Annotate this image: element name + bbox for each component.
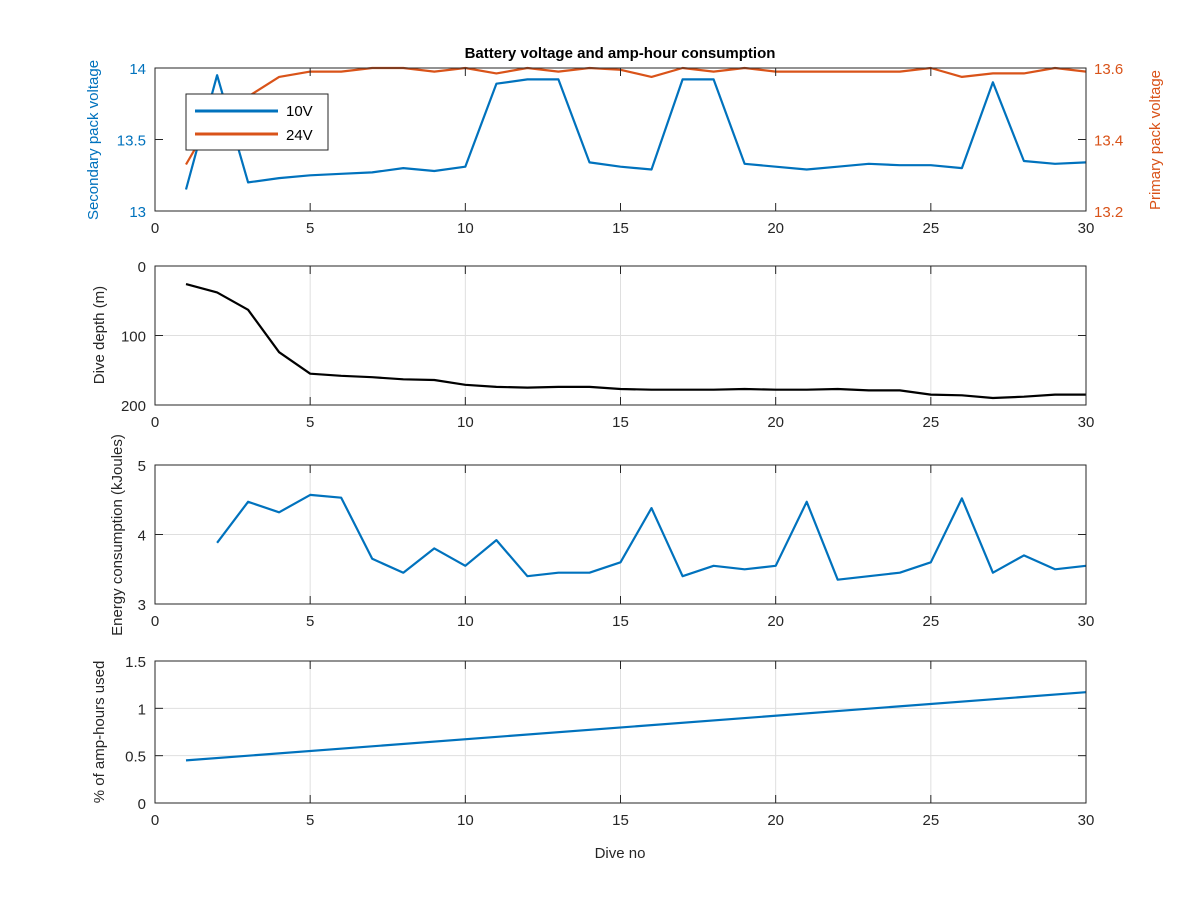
- depth-y-tick-label: 200: [121, 398, 146, 415]
- energy-panel: 0 5 10 15 20 25 30 3 4 5 Energy consumption (kJou…: [109, 434, 1094, 636]
- energy-y-tick-label: 4: [138, 528, 146, 545]
- amphours-y-tick-label: 0: [138, 796, 146, 813]
- energy-x-tick-label: 0: [151, 613, 159, 630]
- voltage-x-tick-label: 10: [457, 220, 474, 237]
- amphours-x-tick-label: 20: [767, 812, 784, 829]
- amphours-x-tick-label: 5: [306, 812, 314, 829]
- energy-ylabel: Energy consumption (kJoules): [109, 434, 126, 636]
- voltage-x-tick-label: 25: [922, 220, 939, 237]
- amphours-x-tick-label: 30: [1078, 812, 1095, 829]
- voltage-legend: 10V 24V: [185, 93, 329, 151]
- voltage-right-ylabel: Primary pack voltage: [1147, 70, 1164, 210]
- figure-title: Battery voltage and amp-hour consumption: [465, 45, 776, 62]
- energy-x-tick-label: 5: [306, 613, 314, 630]
- depth-x-tick-label: 10: [457, 414, 474, 431]
- energy-line-series-0: [216, 493, 1087, 581]
- voltage-y-tick-label: 13.5: [117, 133, 146, 150]
- amphours-y-tick-label: 1.5: [125, 654, 146, 671]
- legend-label-24v: 24V: [286, 127, 313, 144]
- amphours-y-tick-label: 1: [138, 701, 146, 718]
- amphours-x-tick-label: 0: [151, 812, 159, 829]
- amphours-panel: 0 5 10 15 20 25 30 0 0.5 1 1.5 % of amp-hours used: [91, 654, 1094, 829]
- amphours-x-tick-label: 15: [612, 812, 629, 829]
- voltage-x-tick-label: 5: [306, 220, 314, 237]
- energy-x-tick-label: 25: [922, 613, 939, 630]
- voltage-line-10v: [184, 74, 1087, 190]
- depth-x-tick-label: 25: [922, 414, 939, 431]
- voltage-right-y-tick-label: 13.6: [1094, 61, 1123, 78]
- voltage-right-y-tick-label: 13.2: [1094, 204, 1123, 221]
- x-axis-label: Dive no: [595, 845, 646, 862]
- depth-y-tick-label: 0: [138, 259, 146, 276]
- voltage-left-ylabel: Secondary pack voltage: [85, 60, 102, 220]
- energy-y-tick-label: 5: [138, 458, 146, 475]
- depth-ylabel: Dive depth (m): [91, 286, 108, 384]
- depth-x-tick-label: 15: [612, 414, 629, 431]
- energy-x-tick-label: 20: [767, 613, 784, 630]
- voltage-y-tick-label: 13: [129, 204, 146, 221]
- voltage-x-tick-label: 0: [151, 220, 159, 237]
- energy-x-tick-label: 30: [1078, 613, 1095, 630]
- depth-panel: 0 5 10 15 20 25 30 0 100 200 Dive depth (m): [91, 259, 1094, 431]
- amphours-x-tick-label: 25: [922, 812, 939, 829]
- amphours-x-tick-label: 10: [457, 812, 474, 829]
- voltage-y-tick-label: 14: [129, 61, 146, 78]
- amphours-ylabel: % of amp-hours used: [91, 661, 108, 804]
- depth-x-tick-label: 30: [1078, 414, 1095, 431]
- amphours-line-series-0: [185, 691, 1087, 762]
- energy-x-tick-label: 10: [457, 613, 474, 630]
- voltage-x-tick-label: 15: [612, 220, 629, 237]
- voltage-right-y-tick-label: 13.4: [1094, 133, 1123, 150]
- depth-x-tick-label: 20: [767, 414, 784, 431]
- amphours-y-tick-label: 0.5: [125, 749, 146, 766]
- depth-x-tick-label: 0: [151, 414, 159, 431]
- depth-line-series-0: [185, 283, 1086, 400]
- energy-x-tick-label: 15: [612, 613, 629, 630]
- energy-y-tick-label: 3: [138, 597, 146, 614]
- legend-label-10v: 10V: [286, 103, 313, 120]
- voltage-x-tick-label: 20: [767, 220, 784, 237]
- voltage-line-24v: [185, 66, 1087, 166]
- legend-box: [185, 93, 329, 151]
- voltage-x-tick-label: 30: [1078, 220, 1095, 237]
- depth-x-tick-label: 5: [306, 414, 314, 431]
- voltage-panel: 0 5 10 15 20 25 30 13 13.5 14 13.2 13.4 13.6 Seconda…: [85, 60, 1164, 237]
- depth-y-tick-label: 100: [121, 329, 146, 346]
